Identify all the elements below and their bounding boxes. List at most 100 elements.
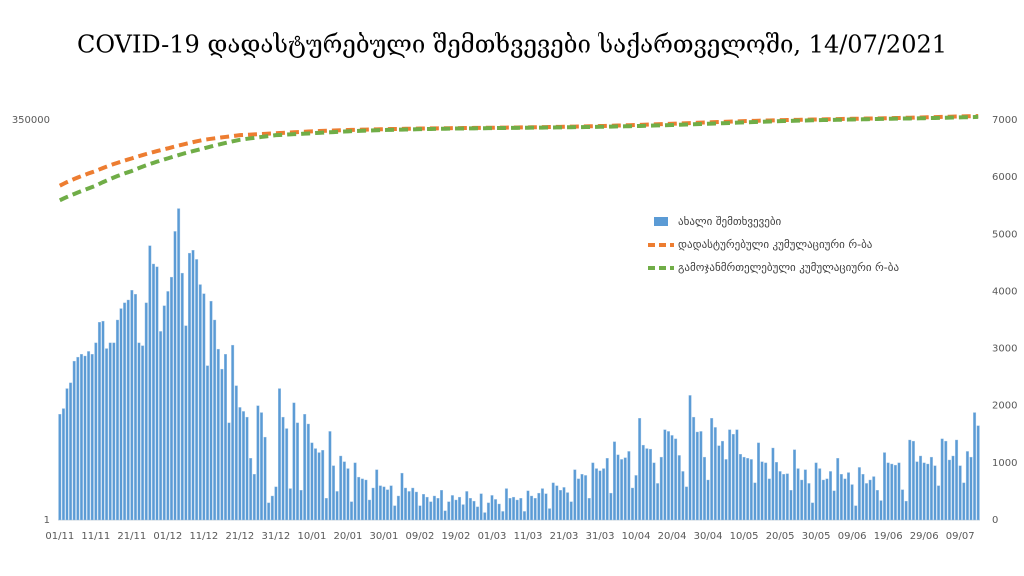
bar: [630, 487, 634, 521]
bar: [951, 455, 955, 521]
bar: [386, 489, 390, 521]
bar: [843, 478, 847, 521]
bar: [530, 495, 534, 521]
x-tick-label: 19/02: [442, 531, 471, 542]
bar: [173, 231, 177, 521]
bar: [396, 495, 400, 521]
bar: [522, 511, 526, 521]
y2-tick-label: 0: [992, 515, 998, 526]
bar: [115, 319, 119, 521]
bar: [411, 487, 415, 521]
bar: [130, 290, 134, 521]
bar: [724, 459, 728, 521]
bar: [623, 457, 627, 521]
bar: [472, 500, 476, 521]
y2-tick-label: 3000: [992, 344, 1017, 355]
bar: [558, 490, 562, 521]
bar: [151, 263, 155, 521]
bar: [335, 491, 339, 521]
bar: [814, 462, 818, 521]
legend-label: გამოჯანმრთელებული კუმულაციური რ-ბა: [678, 261, 899, 274]
bar: [670, 435, 674, 521]
x-tick-label: 09/02: [406, 531, 435, 542]
bar: [901, 489, 905, 521]
bar: [393, 505, 397, 521]
bar: [703, 456, 706, 521]
bar: [555, 485, 559, 521]
bar: [342, 461, 346, 521]
bar: [710, 418, 714, 521]
bar: [861, 474, 865, 521]
bar: [940, 438, 944, 521]
bar: [681, 471, 685, 521]
bar: [875, 490, 879, 521]
bar: [504, 488, 508, 521]
bar: [296, 422, 299, 521]
bar: [90, 354, 94, 521]
bar: [746, 458, 750, 521]
bar: [944, 440, 948, 521]
bar: [310, 442, 314, 521]
bar: [299, 490, 303, 521]
bar: [407, 491, 411, 521]
bar: [706, 479, 710, 521]
bar: [911, 440, 915, 521]
bar: [382, 486, 386, 521]
bar: [641, 444, 645, 521]
bar: [328, 431, 332, 521]
bar: [839, 474, 843, 521]
bar: [612, 441, 616, 521]
bar: [742, 456, 746, 521]
bar: [447, 501, 451, 521]
x-tick-label: 11/12: [189, 531, 218, 542]
bar: [757, 442, 760, 521]
bar: [324, 498, 328, 521]
y2-tick-label: 2000: [992, 401, 1017, 412]
bar: [465, 491, 469, 521]
bar: [919, 455, 923, 521]
bar: [303, 414, 307, 521]
bar: [879, 500, 883, 521]
bar: [357, 476, 361, 521]
bar: [778, 471, 782, 521]
bar: [749, 459, 753, 521]
bar: [533, 498, 537, 521]
x-tick-label: 20/01: [334, 531, 363, 542]
bar: [598, 470, 602, 521]
bar: [371, 487, 375, 521]
bar: [220, 368, 224, 521]
bar: [213, 319, 217, 521]
bar: [422, 494, 426, 521]
bar: [497, 503, 501, 521]
bar: [281, 416, 285, 521]
bar: [317, 452, 321, 521]
bar: [508, 498, 512, 521]
bar: [479, 493, 483, 521]
bar: [688, 395, 692, 521]
bar: [811, 502, 814, 521]
bar: [883, 452, 887, 521]
bar: [667, 431, 670, 521]
bar: [904, 500, 908, 521]
bar: [717, 445, 721, 521]
bar: [105, 348, 109, 521]
bar: [425, 496, 429, 521]
bar: [389, 485, 393, 521]
bar: [180, 272, 184, 521]
bar: [965, 451, 969, 521]
bar: [87, 351, 91, 521]
bar: [573, 469, 577, 521]
bar: [854, 505, 858, 521]
bar: [155, 266, 159, 521]
bar: [321, 450, 325, 521]
bar: [829, 471, 832, 521]
y2-tick-label: 4000: [992, 286, 1017, 297]
x-tick-label: 21/03: [550, 531, 579, 542]
bar: [890, 463, 894, 521]
bar: [868, 479, 872, 521]
bar: [94, 342, 98, 521]
x-tick-label: 21/11: [117, 531, 146, 542]
bar: [731, 434, 735, 521]
bar: [119, 308, 123, 521]
